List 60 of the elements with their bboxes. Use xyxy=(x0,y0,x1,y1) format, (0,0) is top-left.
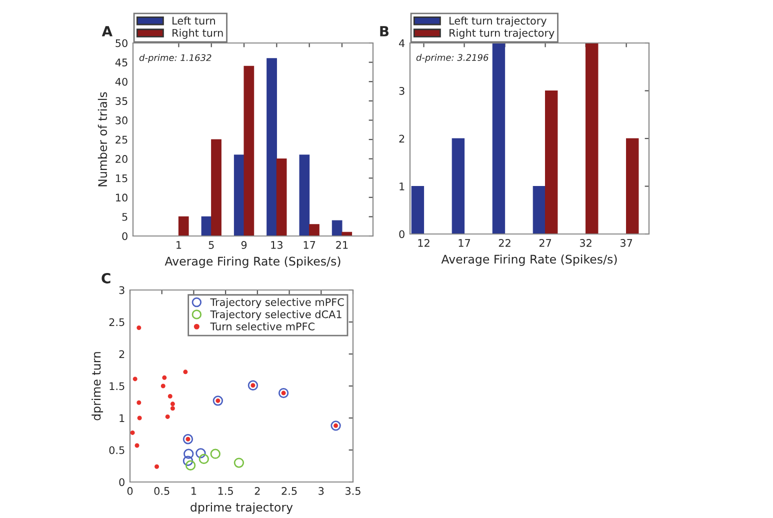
y-tick-label: 1.5 xyxy=(110,382,124,390)
y-tick-label: 50 xyxy=(116,39,128,48)
x-tick-label: 12 xyxy=(418,239,430,247)
legend-label: Left turn trajectory xyxy=(450,16,547,27)
legend-label: Turn selective mPFC xyxy=(210,322,314,330)
x-tick-label: 32 xyxy=(580,239,592,247)
y-tick-label: 20 xyxy=(116,155,128,163)
y-tick-label: 40 xyxy=(115,78,128,86)
legend-label: Right turn xyxy=(172,28,223,39)
x-tick-label: 27 xyxy=(539,239,552,247)
x-tick-label: 3.5 xyxy=(346,487,360,495)
legend-label: Trajectory selective mPFC xyxy=(210,298,344,308)
y-tick-label: 2 xyxy=(399,134,404,142)
x-tick-label: 21 xyxy=(336,241,348,249)
x-axis-title: dprime trajectory xyxy=(190,502,293,514)
y-tick-label: 0.5 xyxy=(109,446,124,454)
y-tick-label: 0 xyxy=(119,478,124,486)
y-tick-label: 30 xyxy=(116,116,128,124)
x-tick-label: 17 xyxy=(304,241,316,249)
x-tick-label: 3 xyxy=(318,487,324,495)
annotation: d-prime: 3.2196 xyxy=(416,54,488,63)
y-tick-label: 1 xyxy=(120,414,124,422)
y-tick-label: 5 xyxy=(122,213,128,221)
y-tick-label: 10 xyxy=(116,194,128,202)
x-tick-label: 17 xyxy=(458,239,470,247)
x-tick-label: 2.5 xyxy=(282,487,297,495)
x-tick-label: 2 xyxy=(254,487,260,495)
x-tick-label: 37 xyxy=(620,239,632,247)
chart-title: A xyxy=(102,26,112,36)
y-tick-label: 35 xyxy=(116,97,128,106)
x-tick-label: 9 xyxy=(241,241,247,249)
x-tick-label: 5 xyxy=(208,241,214,249)
legend-label: Trajectory selective dCA1 xyxy=(210,310,342,320)
annotation: d-prime: 1.1632 xyxy=(139,54,212,63)
y-tick-label: 0 xyxy=(122,232,128,240)
legend-label: Right turn trajectory xyxy=(450,28,554,39)
y-tick-label: 15 xyxy=(116,174,128,182)
x-tick-label: 1 xyxy=(176,241,182,249)
y-tick-label: 45 xyxy=(115,58,128,66)
x-tick-label: 13 xyxy=(271,241,282,249)
y-tick-label: 3 xyxy=(119,286,124,294)
y-tick-label: 2 xyxy=(119,350,124,358)
x-axis-title: Average Firing Rate (Spikes/s) xyxy=(164,256,340,268)
x-axis-title: Average Firing Rate (Spikes/s) xyxy=(441,254,617,266)
y-tick-label: 1 xyxy=(400,182,404,190)
y-tick-label: 2.5 xyxy=(109,318,124,326)
x-tick-label: 1 xyxy=(192,487,196,495)
y-tick-label: 25 xyxy=(116,136,128,144)
x-tick-label: 0.5 xyxy=(154,487,170,495)
x-tick-label: 1.5 xyxy=(218,487,233,495)
chart-title: C xyxy=(102,272,110,284)
y-tick-label: 4 xyxy=(399,39,405,47)
x-tick-label: 0 xyxy=(127,487,133,495)
chart-title: B xyxy=(380,26,389,36)
y-tick-label: 3 xyxy=(399,86,404,95)
legend-label: Left turn xyxy=(172,16,215,25)
y-axis-title: Number of trials xyxy=(98,92,108,186)
y-axis-title: dprime turn xyxy=(92,352,104,420)
y-tick-label: 0 xyxy=(399,230,404,238)
x-tick-label: 22 xyxy=(498,239,510,247)
